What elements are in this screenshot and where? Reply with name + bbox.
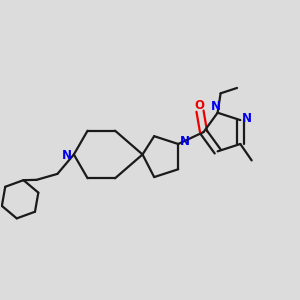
Text: O: O bbox=[194, 99, 204, 112]
Text: N: N bbox=[61, 149, 71, 163]
Text: N: N bbox=[242, 112, 252, 125]
Text: N: N bbox=[180, 135, 190, 148]
Text: N: N bbox=[211, 100, 221, 113]
